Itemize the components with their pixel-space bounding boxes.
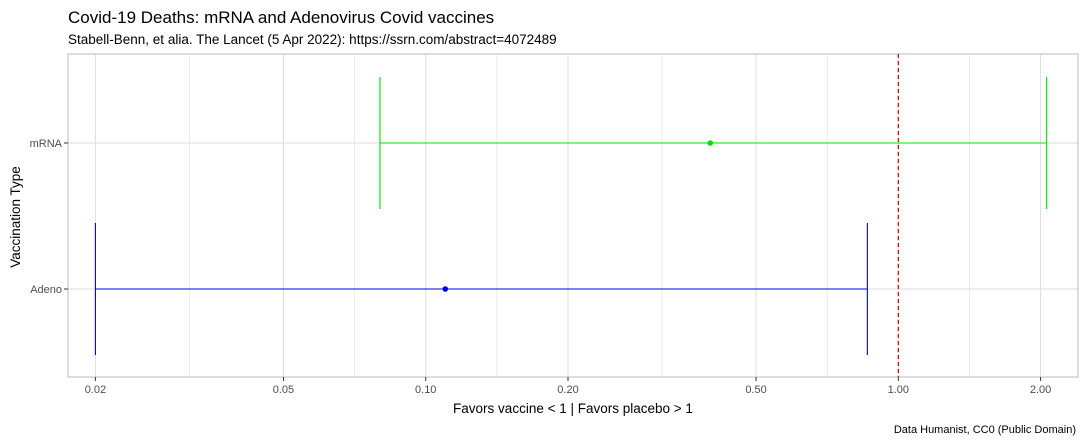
error-bars	[94, 77, 1048, 355]
error-bar-adeno	[94, 223, 868, 355]
y-axis-title: Vaccination Type	[8, 166, 23, 268]
x-tick-label: 1.00	[888, 384, 909, 396]
chart-subtitle: Stabell-Benn, et alia. The Lancet (5 Apr…	[68, 32, 557, 47]
chart-caption: Data Humanist, CC0 (Public Domain)	[894, 424, 1076, 436]
x-tick-label: 0.05	[273, 384, 294, 396]
x-axis-title: Favors vaccine < 1 | Favors placebo > 1	[453, 401, 693, 416]
grid	[68, 54, 1078, 377]
x-tick-label: 2.00	[1030, 384, 1051, 396]
point-estimate	[707, 140, 714, 146]
y-tick-label: mRNA	[30, 138, 63, 150]
x-axis-ticks: 0.02 0.05 0.10 0.20 0.50 1.00 2.00	[85, 377, 1051, 396]
x-tick-label: 0.50	[745, 384, 766, 396]
error-bar-mrna	[379, 77, 1048, 209]
x-tick-label: 0.10	[415, 384, 436, 396]
x-tick-label: 0.20	[557, 384, 578, 396]
y-axis-ticks: mRNA Adeno	[30, 138, 68, 296]
panel-border	[67, 53, 1079, 378]
chart-title: Covid-19 Deaths: mRNA and Adenovirus Cov…	[68, 8, 494, 27]
x-tick-label: 0.02	[85, 384, 106, 396]
point-estimate	[442, 286, 449, 292]
y-tick-label: Adeno	[30, 284, 62, 296]
